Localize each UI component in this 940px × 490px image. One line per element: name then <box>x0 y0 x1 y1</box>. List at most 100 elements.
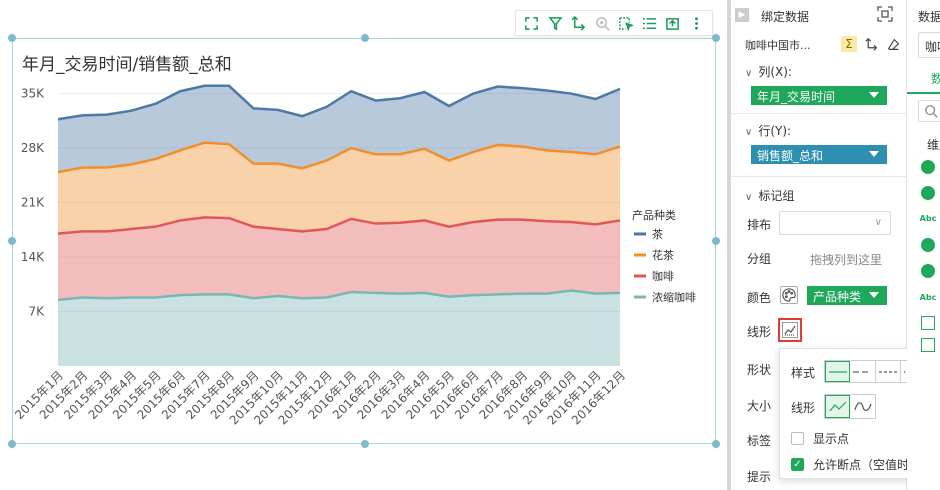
color-label: 颜色 <box>747 291 772 305</box>
marks-section-label[interactable]: ∨ 标记组 <box>745 187 794 204</box>
area-花茶 <box>58 142 620 234</box>
line-style-options <box>824 360 927 383</box>
resize-handle[interactable] <box>712 440 720 448</box>
resize-handle[interactable] <box>361 440 369 448</box>
columns-field-label: 年月_交易时间 <box>757 90 836 104</box>
palette-icon[interactable] <box>780 286 798 304</box>
group-drop-zone[interactable]: 拖拽列到这里 <box>810 253 883 267</box>
area-茶 <box>58 85 620 173</box>
shape-label: 线形 <box>791 401 816 415</box>
zoom-icon[interactable] <box>594 15 610 31</box>
allow-break-checkbox[interactable]: ✓ <box>791 457 804 471</box>
globe-icon <box>921 238 935 252</box>
filter-icon[interactable] <box>547 15 563 31</box>
chevron-down-icon: ∨ <box>745 68 753 79</box>
color-field-pill[interactable]: 产品种类 <box>807 286 887 305</box>
fullscreen-icon[interactable] <box>524 15 540 31</box>
color-field-label: 产品种类 <box>813 290 862 304</box>
legend-title: 产品种类 <box>632 208 676 222</box>
area-chart: 7K14K21K28K35K2015年1月2015年2月2015年3月2015年… <box>12 84 696 427</box>
rows-field-label: 销售额_总和 <box>757 149 824 163</box>
collapse-panel-icon[interactable]: ▶ <box>735 8 749 22</box>
globe-icon <box>921 186 935 200</box>
dashed-line-option[interactable] <box>850 361 876 382</box>
label-label: 标签 <box>747 434 772 448</box>
tip-label: 提示 <box>747 470 772 484</box>
legend-item: 浓缩咖啡 <box>652 290 696 304</box>
show-points-row[interactable]: 显示点 <box>791 430 849 446</box>
legend-item: 花茶 <box>652 249 674 262</box>
layout-select[interactable]: ∨ <box>779 211 891 235</box>
style-label: 样式 <box>791 366 816 380</box>
marks-label: 标记组 <box>758 189 795 203</box>
chart-toolbar <box>515 10 713 36</box>
y-tick-label: 21K <box>21 196 45 210</box>
swap-axes-icon[interactable] <box>863 36 879 52</box>
solid-line-option[interactable] <box>825 361 851 382</box>
line-shape-options <box>824 394 876 419</box>
chart-title: 年月_交易时间/销售额_总和 <box>22 55 232 75</box>
rows-field-pill[interactable]: 销售额_总和 <box>751 145 887 164</box>
legend-item: 咖啡 <box>652 269 674 283</box>
columns-field-pill[interactable]: 年月_交易时间 <box>751 86 887 105</box>
chevron-down-icon: ∨ <box>745 192 753 203</box>
globe-icon <box>921 264 935 278</box>
dataset-row: 咖啡中国市... Σ <box>745 36 905 54</box>
data-panel: 数据 咖啡 数 维度 Abc Abc <box>907 0 940 490</box>
series-line-咖啡 <box>57 216 621 235</box>
y-tick-label: 14K <box>21 250 45 264</box>
search-icon <box>925 105 938 118</box>
search-input[interactable] <box>918 100 940 122</box>
sum-icon[interactable]: Σ <box>841 36 857 52</box>
expand-icon[interactable] <box>877 6 893 22</box>
columns-section-label[interactable]: ∨ 列(X): <box>745 63 792 80</box>
drill-icon[interactable] <box>571 15 587 31</box>
columns-label: 列(X): <box>758 65 792 79</box>
lineshape-button[interactable] <box>778 318 802 342</box>
eraser-icon[interactable] <box>885 36 901 52</box>
select-icon[interactable] <box>618 15 634 31</box>
more-icon[interactable] <box>688 15 704 31</box>
curve-line-option[interactable] <box>850 395 875 418</box>
y-tick-label: 7K <box>28 305 45 319</box>
caret-down-icon <box>869 92 879 98</box>
globe-icon <box>921 160 935 174</box>
list-icon[interactable] <box>641 15 657 31</box>
resize-handle[interactable] <box>712 237 720 245</box>
y-tick-label: 28K <box>21 141 45 155</box>
size-label: 大小 <box>747 399 772 413</box>
data-panel-title: 数据 <box>918 10 940 24</box>
dimension-header: 维度 <box>927 138 940 152</box>
shape-label: 形状 <box>747 363 772 377</box>
legend-item: 茶 <box>652 228 663 241</box>
resize-handle[interactable] <box>712 34 720 42</box>
allow-break-row[interactable]: ✓ 允许断点（空值时) <box>791 456 914 472</box>
short-dash-line-option[interactable] <box>876 361 901 382</box>
show-points-checkbox[interactable] <box>791 431 804 445</box>
line-style-icon <box>782 322 798 338</box>
export-icon[interactable] <box>665 15 681 31</box>
rows-section-label[interactable]: ∨ 行(Y): <box>745 122 791 139</box>
layout-label: 排布 <box>747 218 772 232</box>
caret-down-icon <box>869 292 879 298</box>
chevron-down-icon: ∨ <box>874 217 882 228</box>
chart-canvas[interactable]: 7K 14K 21K 28K 35K 2015年1月 2015年2月 2015年3月 2015年… <box>0 0 727 490</box>
resize-handle[interactable] <box>8 34 16 42</box>
resize-handle[interactable] <box>361 34 369 42</box>
series-line-花茶 <box>57 141 621 174</box>
area-咖啡 <box>58 217 620 300</box>
data-tab[interactable]: 数 <box>907 70 940 94</box>
group-label: 分组 <box>747 252 772 266</box>
panel-splitter[interactable] <box>727 0 731 490</box>
text-field-icon: Abc <box>919 213 937 223</box>
dataset-name[interactable]: 咖啡中国市... <box>745 39 811 52</box>
resize-handle[interactable] <box>8 237 16 245</box>
divider <box>731 113 907 114</box>
straight-line-option[interactable] <box>825 395 851 418</box>
lineshape-label: 线形 <box>747 325 772 339</box>
allow-break-label: 允许断点（空值时) <box>813 457 914 472</box>
data-source-select[interactable]: 咖啡 <box>918 32 940 58</box>
caret-down-icon <box>869 151 879 157</box>
chart-selection-frame[interactable] <box>12 38 716 444</box>
resize-handle[interactable] <box>8 440 16 448</box>
